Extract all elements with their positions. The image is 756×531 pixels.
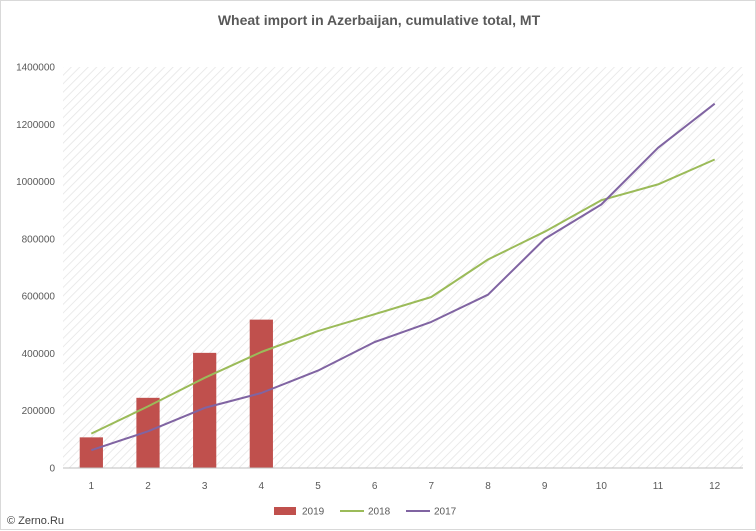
plot-area [63,67,743,468]
y-tick-label: 1200000 [16,120,55,131]
y-tick-label: 0 [49,464,55,475]
x-tick-label: 3 [202,481,208,492]
y-tick-label: 1000000 [16,177,55,188]
legend: 2019 2018 2017 [274,507,457,518]
x-tick-label: 12 [709,481,721,492]
y-tick-label: 1400000 [16,63,55,74]
x-tick-label: 6 [372,481,378,492]
legend-label-2019: 2019 [302,507,325,518]
x-axis-ticks: 1 2 3 4 5 6 7 8 9 10 11 12 [89,481,721,492]
x-tick-label: 7 [429,481,435,492]
legend-label-2017: 2017 [434,507,457,518]
x-tick-label: 5 [315,481,321,492]
chart-title: Wheat import in Azerbaijan, cumulative t… [218,12,541,28]
bar-2019 [79,437,103,468]
line-series [90,102,716,452]
y-tick-label: 200000 [22,406,56,417]
legend-label-2018: 2018 [368,507,391,518]
y-tick-label: 800000 [22,234,56,245]
line-2018 [90,158,716,435]
y-tick-label: 600000 [22,292,56,303]
x-tick-label: 1 [89,481,95,492]
legend-swatch-2019 [274,507,296,515]
x-tick-label: 9 [542,481,548,492]
y-axis-ticks: 0 200000 400000 600000 800000 1000000 1200000 1… [16,63,55,475]
x-tick-label: 2 [145,481,151,492]
x-tick-label: 10 [596,481,608,492]
credit-text: © Zerno.Ru [7,515,64,527]
x-tick-label: 8 [485,481,491,492]
x-tick-label: 4 [259,481,265,492]
bar-2019 [136,397,160,468]
y-tick-label: 400000 [22,349,56,360]
x-tick-label: 11 [653,481,664,492]
line-2017 [90,102,716,452]
